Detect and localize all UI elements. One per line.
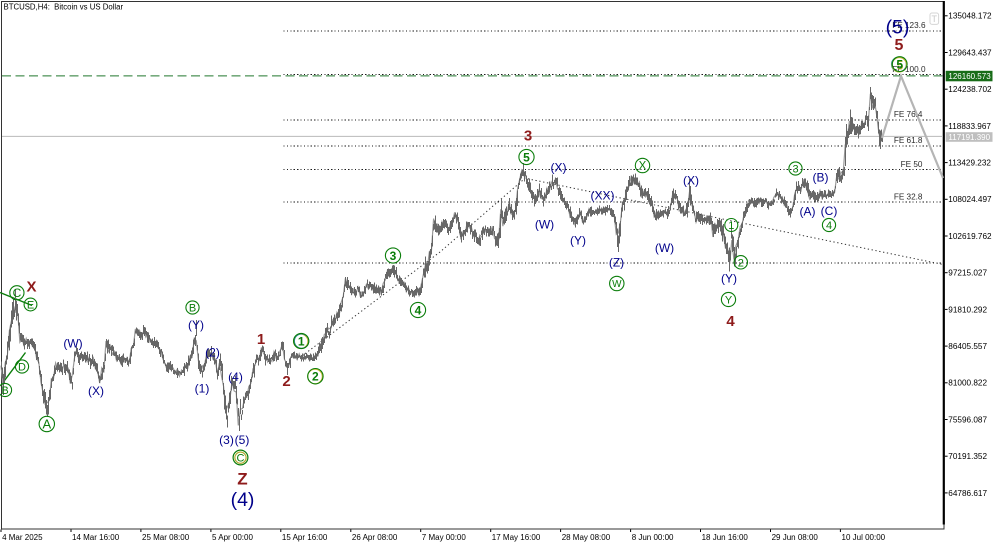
svg-text:(5): (5) xyxy=(886,17,910,39)
svg-text:(A): (A) xyxy=(800,204,816,218)
svg-text:86405.557: 86405.557 xyxy=(948,342,987,351)
svg-text:124238.702: 124238.702 xyxy=(948,85,992,94)
svg-text:X: X xyxy=(639,161,647,173)
svg-text:5: 5 xyxy=(896,58,903,72)
svg-text:4 Mar 2025: 4 Mar 2025 xyxy=(2,533,43,542)
svg-text:W: W xyxy=(612,279,622,290)
svg-text:2: 2 xyxy=(312,370,319,384)
svg-text:(Y): (Y) xyxy=(721,271,737,285)
svg-text:FE 100.0: FE 100.0 xyxy=(892,65,926,74)
svg-text:25 Mar 08:00: 25 Mar 08:00 xyxy=(142,533,190,542)
svg-text:102619.762: 102619.762 xyxy=(948,232,992,241)
svg-text:X: X xyxy=(26,279,36,296)
svg-text:(Z): (Z) xyxy=(609,255,624,269)
svg-text:4: 4 xyxy=(726,313,735,330)
svg-text:126160.573: 126160.573 xyxy=(948,72,991,81)
svg-text:5: 5 xyxy=(523,151,530,165)
svg-text:(W): (W) xyxy=(655,241,674,255)
svg-text:A: A xyxy=(42,417,51,432)
svg-text:(5): (5) xyxy=(235,433,250,447)
svg-text:(3): (3) xyxy=(219,433,234,447)
svg-text:(1): (1) xyxy=(195,381,210,395)
svg-text:FE 76.4: FE 76.4 xyxy=(894,110,923,119)
svg-text:113429.232: 113429.232 xyxy=(948,159,991,168)
svg-text:118833.967: 118833.967 xyxy=(948,122,991,131)
svg-text:26 Apr 08:00: 26 Apr 08:00 xyxy=(352,533,398,542)
svg-text:Z: Z xyxy=(237,469,247,488)
svg-text:B: B xyxy=(189,303,196,315)
svg-text:117191.390: 117191.390 xyxy=(948,133,990,142)
svg-text:(2): (2) xyxy=(205,345,220,359)
svg-text:(W): (W) xyxy=(63,336,82,350)
svg-text:C: C xyxy=(237,453,245,465)
svg-text:70191.352: 70191.352 xyxy=(948,452,987,461)
svg-text:FE 61.8: FE 61.8 xyxy=(894,136,923,145)
svg-text:(4): (4) xyxy=(228,370,243,384)
svg-text:29 Jun 08:00: 29 Jun 08:00 xyxy=(772,533,819,542)
svg-text:(W): (W) xyxy=(535,217,554,231)
svg-text:(X): (X) xyxy=(551,160,567,174)
svg-text:28 May 08:00: 28 May 08:00 xyxy=(562,533,611,542)
svg-text:129643.437: 129643.437 xyxy=(948,48,992,57)
svg-text:4: 4 xyxy=(826,220,832,232)
svg-text:B: B xyxy=(1,385,8,397)
svg-text:BTCUSD,H4: Bitcoin vs US Doll: BTCUSD,H4: Bitcoin vs US Dollar xyxy=(4,2,124,11)
svg-text:3: 3 xyxy=(792,164,798,176)
svg-text:8 Jun 00:00: 8 Jun 00:00 xyxy=(632,533,674,542)
svg-text:91810.292: 91810.292 xyxy=(948,305,987,314)
svg-text:1: 1 xyxy=(257,331,265,348)
svg-text:17 May 16:00: 17 May 16:00 xyxy=(492,533,541,542)
svg-text:7 May 00:00: 7 May 00:00 xyxy=(422,533,467,542)
svg-text:E: E xyxy=(27,300,34,312)
svg-text:(X): (X) xyxy=(683,173,699,187)
svg-text:75596.087: 75596.087 xyxy=(948,415,987,424)
svg-text:(4): (4) xyxy=(231,489,255,511)
svg-text:Y: Y xyxy=(725,295,733,307)
svg-text:15 Apr 16:00: 15 Apr 16:00 xyxy=(282,533,328,542)
svg-text:5: 5 xyxy=(895,37,904,54)
svg-text:(C): (C) xyxy=(821,204,838,218)
svg-text:1: 1 xyxy=(728,220,734,232)
svg-text:64786.617: 64786.617 xyxy=(948,489,987,498)
svg-text:10 Jul 00:00: 10 Jul 00:00 xyxy=(842,533,886,542)
svg-text:4: 4 xyxy=(415,304,422,318)
svg-text:(X): (X) xyxy=(88,384,104,398)
svg-text:(XX): (XX) xyxy=(591,188,615,202)
svg-text:FE 50: FE 50 xyxy=(901,160,923,169)
svg-text:97215.027: 97215.027 xyxy=(948,269,987,278)
svg-text:(Y): (Y) xyxy=(188,318,204,332)
svg-text:3: 3 xyxy=(524,128,532,145)
svg-text:3: 3 xyxy=(390,249,397,263)
svg-text:1: 1 xyxy=(298,335,305,349)
svg-text:2: 2 xyxy=(282,373,290,390)
svg-text:FE 123.6: FE 123.6 xyxy=(892,21,926,30)
svg-text:5: 5 xyxy=(897,58,904,72)
svg-text:FE 32.8: FE 32.8 xyxy=(894,193,923,202)
svg-text:14 Mar 16:00: 14 Mar 16:00 xyxy=(72,533,120,542)
svg-text:81000.822: 81000.822 xyxy=(948,379,987,388)
svg-text:C: C xyxy=(13,286,22,300)
svg-text:D: D xyxy=(18,362,26,374)
svg-text:18 Jun 16:00: 18 Jun 16:00 xyxy=(702,533,749,542)
svg-text:(B): (B) xyxy=(813,170,829,184)
svg-text:T: T xyxy=(932,14,938,24)
svg-text:5 Apr 00:00: 5 Apr 00:00 xyxy=(212,533,253,542)
svg-text:108024.497: 108024.497 xyxy=(948,195,992,204)
svg-text:2: 2 xyxy=(738,257,744,269)
svg-text:135048.172: 135048.172 xyxy=(948,12,992,21)
svg-text:(Y): (Y) xyxy=(570,233,586,247)
